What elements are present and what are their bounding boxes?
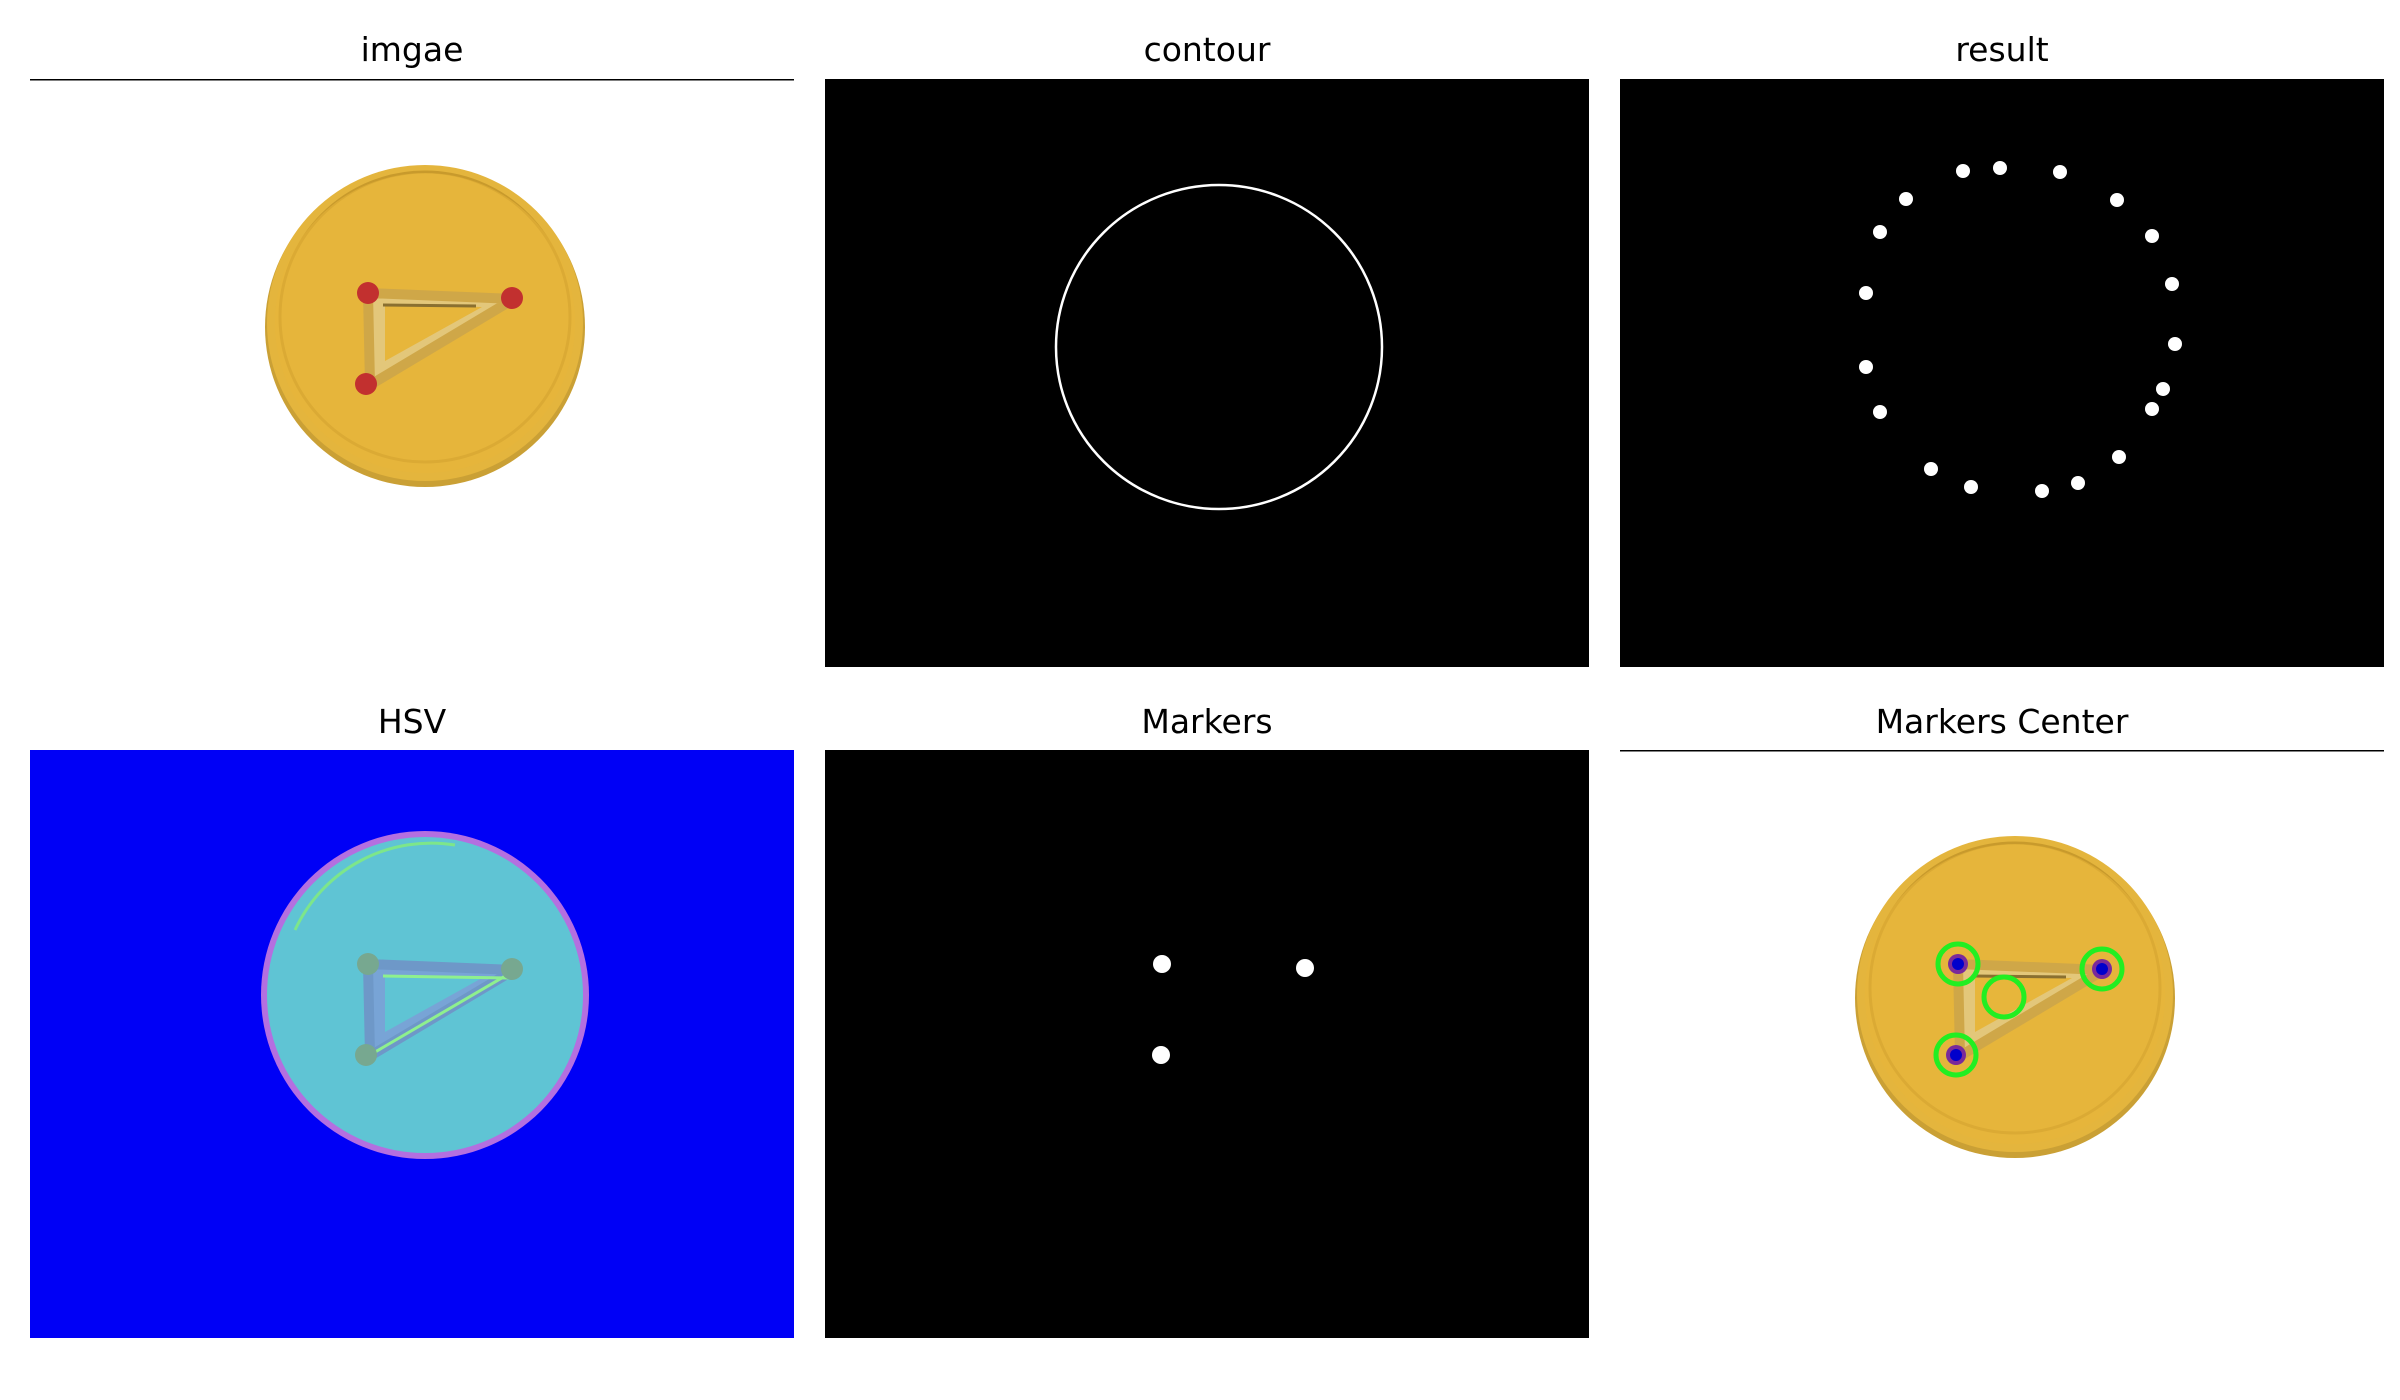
panel-title-markers-center: Markers Center xyxy=(1875,702,2129,741)
ring-dot xyxy=(1859,360,1873,374)
panel-title-markers: Markers xyxy=(1141,702,1273,741)
ring-dot xyxy=(2071,476,2085,490)
coin-image xyxy=(30,79,794,667)
ring-dot xyxy=(1964,480,1978,494)
red-marker-1 xyxy=(357,282,379,304)
ring-dot xyxy=(2112,450,2126,464)
ring-dot xyxy=(2053,165,2067,179)
marker-dot-1 xyxy=(1153,955,1171,973)
ring-dot xyxy=(1873,405,1887,419)
contour-panel xyxy=(825,79,1589,667)
ring-dot xyxy=(2156,382,2170,396)
markers-image xyxy=(825,750,1589,1338)
red-marker-2 xyxy=(501,287,523,309)
markers-center-image xyxy=(1620,750,2384,1338)
ring-dot xyxy=(1859,286,1873,300)
green-marker-circle-3 xyxy=(1933,1032,1979,1078)
ring-dot xyxy=(2145,229,2159,243)
red-marker-3 xyxy=(355,373,377,395)
ring-dots xyxy=(1859,161,2182,498)
marker-dot-3 xyxy=(1152,1046,1170,1064)
ring-dot xyxy=(2165,277,2179,291)
ring-dot xyxy=(1924,462,1938,476)
hsv-panel xyxy=(30,750,794,1338)
panel-title-contour: contour xyxy=(1143,30,1271,69)
ring-dot xyxy=(2145,402,2159,416)
contour-image xyxy=(825,79,1589,667)
ring-dot xyxy=(1899,192,1913,206)
panel-title-result: result xyxy=(1955,30,2049,69)
ring-dot xyxy=(2110,193,2124,207)
result-panel xyxy=(1620,79,2384,667)
panel-title-image: imgae xyxy=(360,30,464,69)
panel-title-hsv: HSV xyxy=(377,702,447,741)
ring-dot xyxy=(1993,161,2007,175)
green-center-circle xyxy=(1981,974,2027,1020)
contour-circle xyxy=(1054,183,1384,511)
image-panel xyxy=(30,79,794,667)
ring-dot xyxy=(1956,164,1970,178)
ring-dot xyxy=(1873,225,1887,239)
markers-panel xyxy=(825,750,1589,1338)
ring-dot xyxy=(2168,337,2182,351)
green-marker-circle-1 xyxy=(1935,941,1981,987)
green-marker-circle-2 xyxy=(2079,946,2125,992)
ring-dot xyxy=(2035,484,2049,498)
marker-dot-2 xyxy=(1296,959,1314,977)
result-image xyxy=(1620,79,2384,667)
markers-center-panel xyxy=(1620,750,2384,1338)
hsv-image xyxy=(30,750,794,1338)
